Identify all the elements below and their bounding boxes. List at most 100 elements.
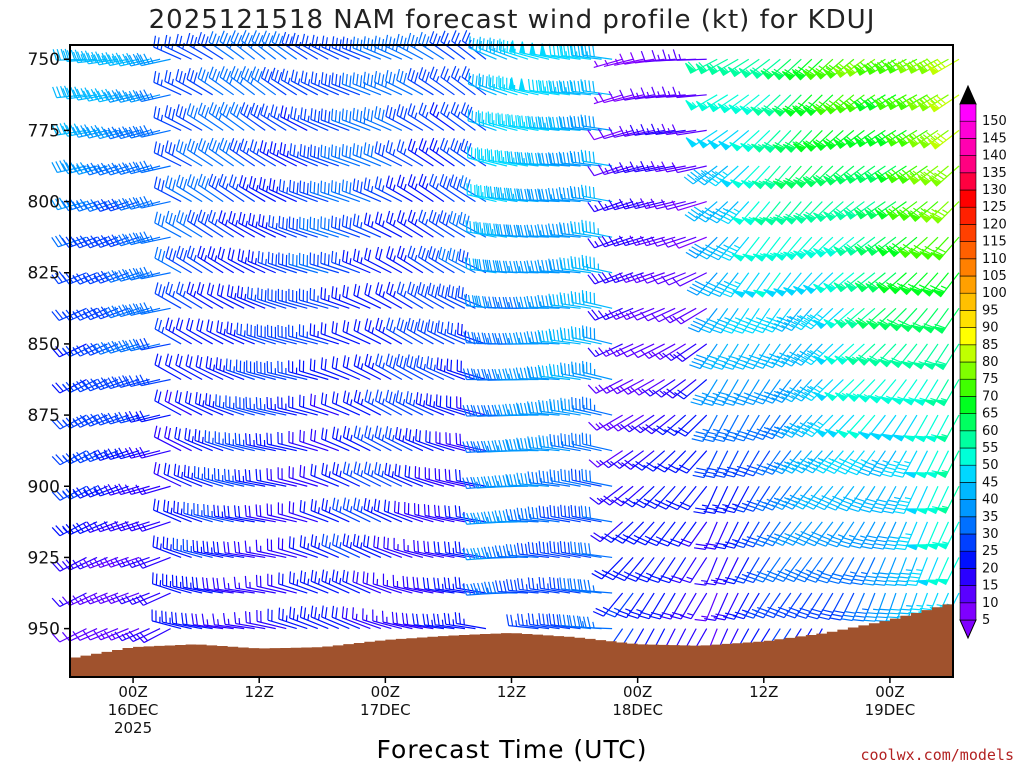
wind-barb bbox=[191, 613, 224, 630]
wind-barb bbox=[548, 613, 581, 630]
wind-barb bbox=[82, 592, 119, 605]
wind-barb bbox=[539, 43, 571, 60]
wind-barb bbox=[93, 199, 129, 212]
wind-barb bbox=[103, 412, 140, 425]
wind-barb bbox=[407, 281, 434, 309]
wind-barb bbox=[486, 148, 518, 167]
wind-barb bbox=[427, 282, 455, 309]
wind-barb bbox=[352, 213, 382, 238]
wind-barb bbox=[619, 125, 655, 137]
wind-barb bbox=[186, 245, 213, 274]
wind-barb bbox=[806, 592, 834, 620]
wind-barb bbox=[663, 379, 697, 399]
wind-barb bbox=[342, 284, 371, 309]
wind-barb bbox=[82, 307, 119, 321]
colorbar-label: 125 bbox=[982, 200, 1007, 215]
wind-barb bbox=[935, 450, 960, 479]
wind-barb bbox=[353, 461, 382, 487]
wind-barb bbox=[910, 307, 939, 333]
wind-barb bbox=[817, 592, 844, 620]
wind-barb bbox=[309, 180, 339, 203]
wind-barb bbox=[93, 341, 129, 355]
wind-barb bbox=[331, 72, 361, 96]
wind-barb bbox=[429, 66, 455, 96]
wind-barb bbox=[260, 66, 287, 96]
x-tick-time: 12Z bbox=[245, 683, 274, 701]
wind-barb bbox=[194, 392, 224, 416]
wind-barb bbox=[935, 557, 960, 586]
wind-barb bbox=[135, 160, 171, 174]
wind-barb bbox=[154, 211, 182, 238]
wind-barb bbox=[330, 180, 361, 203]
wind-barb bbox=[216, 320, 245, 345]
wind-barb bbox=[703, 450, 729, 479]
wind-barb bbox=[362, 571, 392, 594]
wind-barb bbox=[418, 67, 445, 96]
wind-barb bbox=[407, 68, 434, 96]
wind-barb bbox=[571, 432, 602, 452]
wind-barb bbox=[124, 161, 161, 175]
wind-barb bbox=[206, 282, 234, 309]
wind-barb bbox=[236, 285, 266, 309]
wind-barb bbox=[834, 343, 865, 365]
wind-barb bbox=[621, 450, 655, 470]
wind-barb bbox=[267, 324, 297, 345]
colorbar-label: 140 bbox=[982, 149, 1007, 164]
wind-barb bbox=[460, 138, 487, 167]
wind-barb bbox=[875, 201, 907, 220]
wind-barb bbox=[233, 505, 266, 523]
wind-barb bbox=[418, 138, 445, 167]
wind-barb bbox=[519, 41, 550, 60]
wind-barb bbox=[865, 272, 897, 293]
colorbar-label: 70 bbox=[982, 389, 999, 404]
wind-barb bbox=[581, 468, 613, 487]
wind-barb bbox=[476, 184, 508, 203]
x-tick-date: 19DEC bbox=[865, 701, 916, 719]
wind-barb bbox=[330, 215, 361, 238]
wind-barb bbox=[375, 353, 403, 381]
wind-barb bbox=[353, 354, 382, 381]
wind-barb bbox=[874, 129, 907, 147]
wind-barb bbox=[703, 486, 729, 514]
wind-barb bbox=[374, 425, 403, 452]
wind-barb bbox=[629, 198, 665, 210]
wind-barb bbox=[321, 569, 350, 594]
wind-barb bbox=[103, 376, 140, 390]
wind-barb bbox=[846, 414, 876, 439]
wind-barb bbox=[844, 307, 876, 329]
wind-barb bbox=[433, 504, 466, 523]
wind-barb bbox=[527, 613, 560, 630]
wind-barb bbox=[415, 429, 445, 452]
wind-barb bbox=[428, 209, 455, 238]
wind-barb bbox=[103, 234, 140, 248]
wind-barb bbox=[396, 174, 424, 203]
colorbar-label: 135 bbox=[982, 166, 1007, 181]
wind-barb bbox=[228, 174, 256, 203]
wind-barb bbox=[185, 317, 213, 345]
wind-barb bbox=[773, 201, 802, 226]
wind-barb bbox=[374, 176, 403, 203]
colorbar-swatch bbox=[959, 550, 977, 569]
wind-barb bbox=[570, 504, 602, 523]
wind-barb bbox=[418, 173, 445, 203]
wind-barb bbox=[771, 379, 802, 403]
wind-barb bbox=[270, 67, 298, 96]
wind-barb bbox=[834, 450, 865, 475]
wind-barb bbox=[516, 542, 550, 559]
wind-barb bbox=[526, 401, 560, 416]
wind-barb bbox=[685, 129, 718, 148]
wind-barb bbox=[598, 343, 634, 357]
wind-barb bbox=[445, 432, 476, 452]
wind-barb bbox=[153, 71, 182, 96]
wind-barb bbox=[449, 174, 476, 203]
wind-barb bbox=[332, 426, 361, 452]
credit-link[interactable]: coolwx.com/models bbox=[860, 746, 1014, 764]
wind-barb bbox=[483, 581, 518, 594]
wind-barb bbox=[288, 179, 318, 203]
wind-barb bbox=[559, 257, 592, 274]
wind-barb bbox=[505, 473, 539, 487]
wind-barb bbox=[527, 79, 560, 96]
y-tick-label: 850 bbox=[28, 335, 60, 355]
wind-barb bbox=[93, 377, 129, 391]
wind-barb bbox=[580, 114, 613, 131]
